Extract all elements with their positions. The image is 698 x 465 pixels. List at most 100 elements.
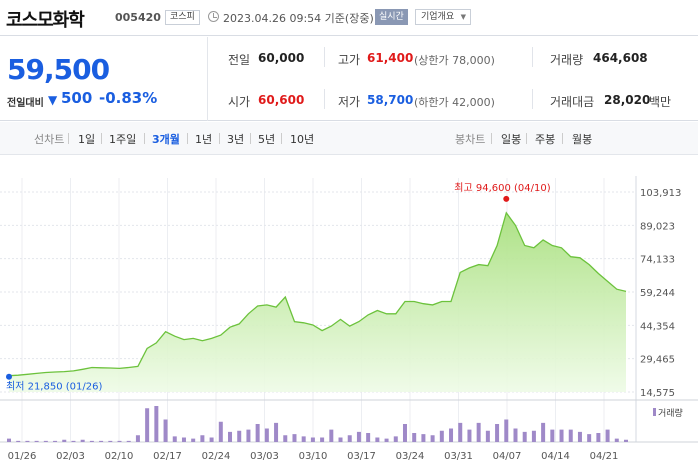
volume-bar: [614, 438, 619, 442]
divider: [324, 47, 325, 67]
trade-value: 28,020: [604, 93, 651, 107]
volume-bar: [117, 440, 122, 442]
x-tick-label: 03/31: [444, 451, 473, 462]
open-cell: 시가 60,600: [228, 79, 328, 121]
volume-bar: [16, 440, 21, 442]
volume-bar: [375, 437, 380, 442]
chart-toolbar: 선차트 1일 1주일 3개월 1년 3년 5년 10년 봉차트 일봉 주봉 월봉: [0, 122, 698, 155]
y-tick-label: 74,133: [640, 255, 675, 266]
volume-label: 거래량: [550, 53, 584, 67]
volume-bar: [356, 431, 361, 442]
volume-bar: [126, 440, 131, 442]
volume-cell: 거래량 464,608: [550, 37, 698, 79]
divider: [562, 133, 563, 144]
volume-bar: [449, 428, 454, 442]
clock-icon: [208, 11, 219, 22]
y-tick-label: 14,575: [640, 388, 675, 399]
divider: [526, 133, 527, 144]
period-3m[interactable]: 3개월: [152, 133, 180, 146]
period-1y[interactable]: 1년: [195, 133, 213, 146]
x-tick-label: 04/14: [541, 451, 570, 462]
company-info-dropdown[interactable]: 기업개요 ▼: [415, 9, 471, 25]
candle-weekly[interactable]: 주봉: [535, 133, 556, 146]
change-percent: -0.83%: [99, 89, 158, 107]
volume-bar: [541, 422, 546, 442]
y-tick-label: 44,354: [640, 321, 675, 332]
volume-bar: [596, 433, 601, 442]
volume-bar: [347, 435, 352, 442]
volume-bar: [34, 440, 39, 442]
volume-bar: [181, 437, 186, 442]
period-5y[interactable]: 5년: [258, 133, 276, 146]
y-tick-label: 103,913: [640, 188, 681, 199]
volume-value: 464,608: [593, 51, 648, 65]
volume-bar: [154, 406, 159, 442]
volume-bar: [237, 430, 242, 442]
divider: [250, 133, 251, 144]
line-chart-label[interactable]: 선차트: [34, 133, 65, 146]
volume-bar: [283, 435, 288, 442]
low-label: 저가: [338, 95, 361, 109]
x-tick-label: 03/24: [396, 451, 425, 462]
open-label: 시가: [228, 95, 251, 109]
price-chart[interactable]: 01/26 02/03 02/10 02/17 02/24 03/03 03/10 03/17…: [0, 156, 698, 465]
low-cell: 저가 58,700 (하한가 42,000): [338, 79, 538, 121]
market-badge: 코스피: [165, 10, 200, 25]
volume-bar: [71, 440, 76, 442]
volume-bar: [421, 434, 426, 442]
volume-bar: [274, 422, 279, 442]
volume-bar: [559, 429, 564, 442]
volume-bar: [264, 428, 269, 442]
high-annotation: 최고 94,600 (04/10): [454, 182, 550, 194]
divider: [532, 89, 533, 109]
volume-bar: [172, 436, 177, 442]
divider: [68, 133, 69, 144]
change-label: 전일대비: [7, 98, 44, 109]
x-tick-label: 02/10: [105, 451, 134, 462]
high-value: 61,400: [367, 51, 414, 65]
volume-bar: [200, 435, 205, 442]
period-1w[interactable]: 1주일: [109, 133, 137, 146]
volume-bar: [587, 434, 592, 442]
price-chart-svg: 01/26 02/03 02/10 02/17 02/24 03/03 03/10 03/17…: [0, 176, 698, 462]
volume-bar: [550, 429, 555, 442]
volume-bar: [568, 429, 573, 442]
candle-chart-label[interactable]: 봉차트: [455, 133, 486, 146]
prev-close-label: 전일: [228, 53, 251, 67]
volume-bar: [384, 438, 389, 442]
volume-bar: [80, 439, 85, 442]
volume-bar: [191, 438, 196, 442]
stock-name[interactable]: 코스모화학: [6, 10, 85, 31]
high-label: 고가: [338, 53, 361, 67]
period-10y[interactable]: 10년: [290, 133, 315, 146]
volume-bar: [412, 433, 417, 442]
volume-legend-label: 거래량: [658, 407, 683, 419]
candle-monthly[interactable]: 월봉: [572, 133, 593, 146]
volume-bar: [439, 430, 444, 442]
volume-bar: [145, 408, 150, 442]
down-arrow-icon: ▼: [48, 93, 58, 107]
realtime-button[interactable]: 실시간: [375, 9, 408, 25]
volume-bar: [329, 429, 334, 442]
chevron-down-icon: ▼: [460, 13, 466, 21]
x-tick-label: 02/03: [56, 451, 85, 462]
divider: [144, 133, 145, 144]
volume-bar: [485, 430, 490, 442]
period-1d[interactable]: 1일: [78, 133, 96, 146]
volume-bar: [301, 436, 306, 442]
period-3y[interactable]: 3년: [227, 133, 245, 146]
volume-bar: [402, 424, 407, 442]
candle-daily[interactable]: 일봉: [501, 133, 522, 146]
volume-bar: [476, 422, 481, 442]
x-tick-label: 03/10: [299, 451, 328, 462]
quote-panel: 59,500 전일대비 ▼ 500 -0.83% 전일 60,000 고가 61…: [0, 37, 698, 121]
trade-value-label: 거래대금: [550, 95, 595, 109]
volume-bar: [458, 422, 463, 442]
upper-limit: (상한가 78,000): [414, 54, 495, 67]
volume-bar: [495, 424, 500, 442]
divider: [324, 89, 325, 109]
y-tick-label: 89,023: [640, 221, 675, 232]
volume-bar: [624, 439, 628, 442]
volume-bar: [99, 440, 104, 442]
divider: [219, 133, 220, 144]
